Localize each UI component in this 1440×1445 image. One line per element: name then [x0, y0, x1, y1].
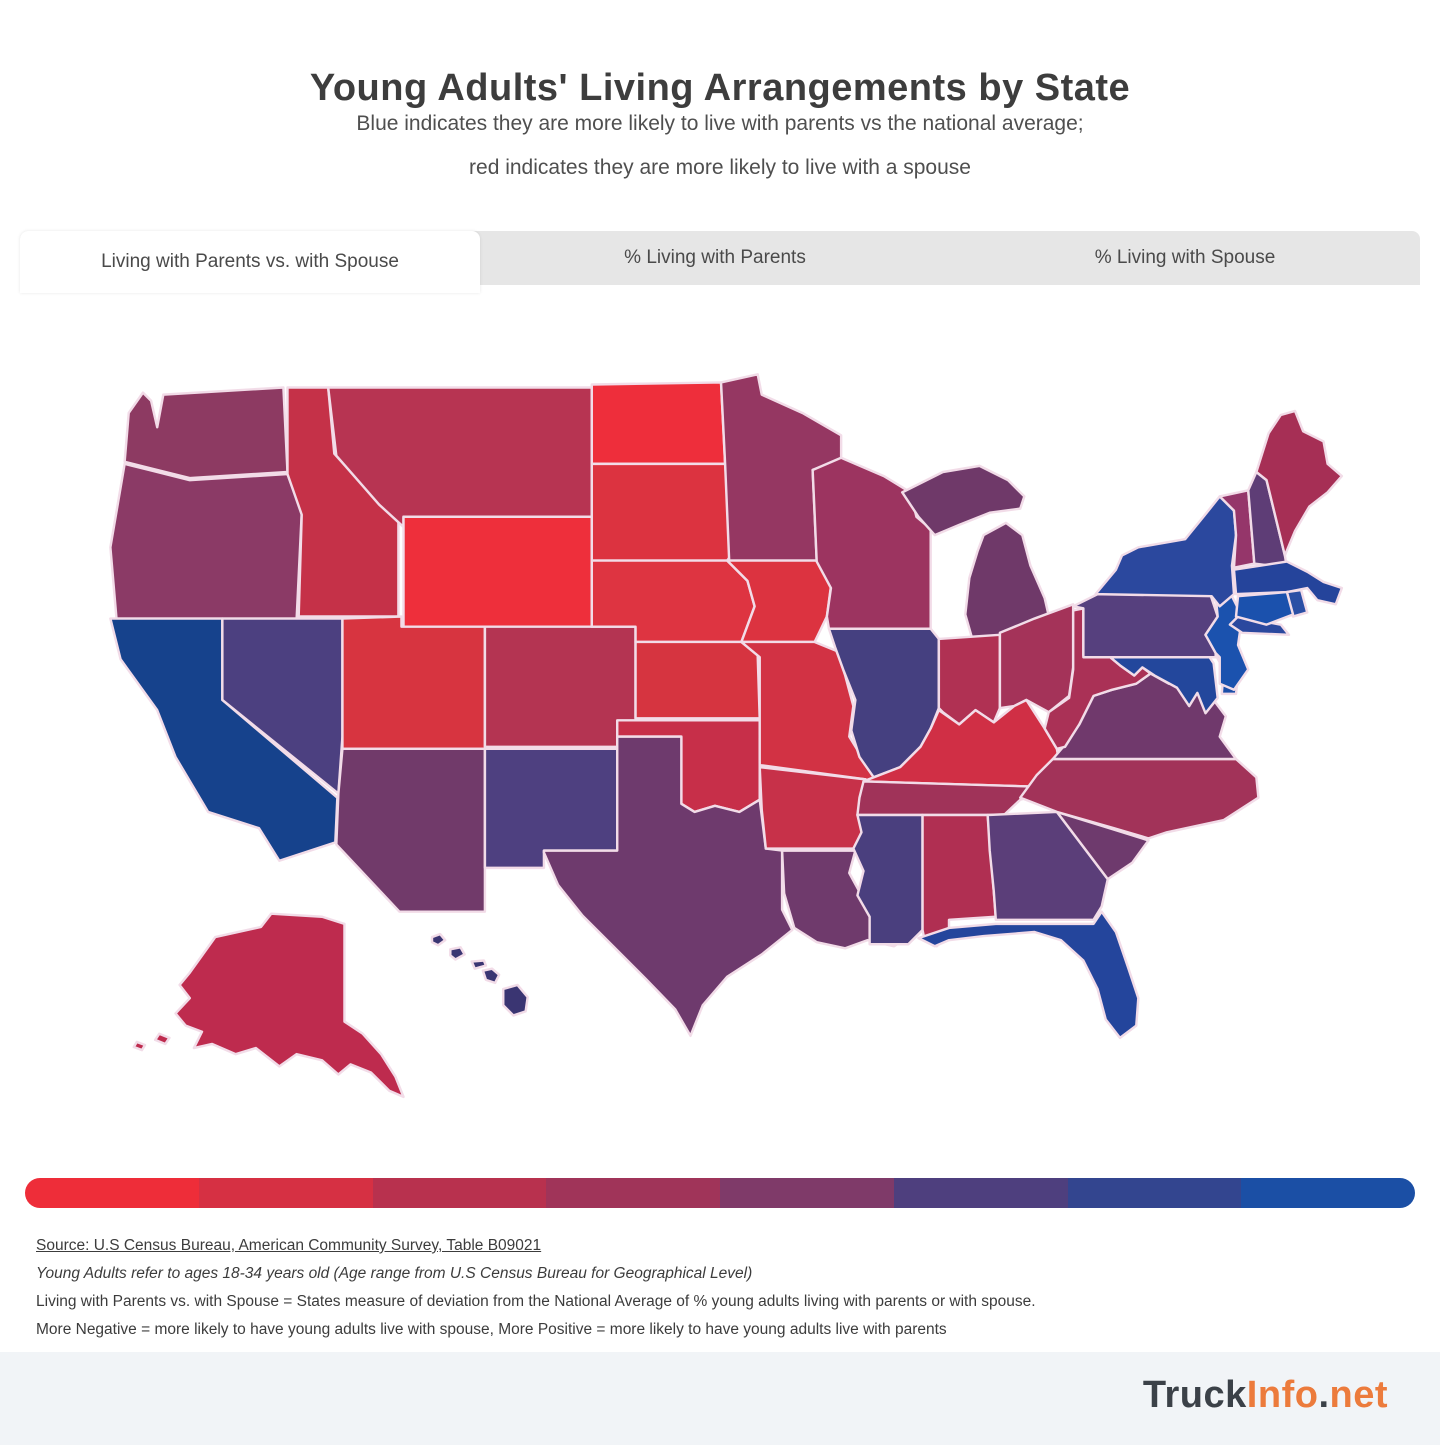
state-alaska[interactable]: Alaska: [174, 912, 405, 1099]
state-maine[interactable]: Maine: [1255, 409, 1344, 557]
source-link[interactable]: Source: U.S Census Bureau, American Comm…: [36, 1237, 542, 1254]
brand-logo-part: net: [1329, 1374, 1388, 1416]
legend-segment: [720, 1178, 894, 1208]
state-washington[interactable]: Washington: [123, 386, 289, 480]
state-colorado[interactable]: Colorado: [483, 625, 637, 749]
brand-logo-part: Info: [1246, 1374, 1319, 1416]
state-alaska-aleutian-island-1[interactable]: Alaska: [153, 1032, 171, 1046]
legend-segment: [893, 1178, 1068, 1208]
state-hawaii-oahu[interactable]: Hawaii: [449, 946, 466, 961]
brand-logo-part: .: [1318, 1374, 1330, 1416]
legend-segment: [546, 1178, 720, 1208]
state-texas[interactable]: Texas: [542, 735, 794, 1038]
subtitle-line-2: red indicates they are more likely to li…: [469, 156, 971, 179]
tab-parents-vs-spouse[interactable]: Living with Parents vs. with Spouse: [20, 231, 480, 293]
state-utah[interactable]: Utah: [341, 615, 487, 751]
state-hawaii-maui[interactable]: Hawaii: [481, 967, 501, 985]
state-north-carolina[interactable]: North Carolina: [1019, 757, 1260, 840]
tab-pct-living-with-parents[interactable]: % Living with Parents: [480, 231, 950, 285]
state-wisconsin[interactable]: Wisconsin: [811, 456, 932, 630]
state-maryland[interactable]: Maryland: [1106, 649, 1219, 715]
legend-segment: [1067, 1178, 1242, 1208]
tab-pct-living-with-spouse-label: % Living with Spouse: [1094, 247, 1276, 268]
state-south-dakota[interactable]: South Dakota: [590, 462, 741, 562]
footnote-age-range: Young Adults refer to ages 18-34 years o…: [36, 1265, 753, 1282]
footnote-measure-definition: Living with Parents vs. with Spouse = St…: [36, 1293, 1036, 1310]
state-hawaii-molokai[interactable]: Hawaii: [470, 959, 488, 970]
tab-pct-living-with-parents-label: % Living with Parents: [624, 247, 806, 268]
state-new-york[interactable]: New York: [1094, 495, 1238, 608]
color-scale-legend: [25, 1178, 1415, 1208]
us-choropleth-map: Washington Oregon California Nevada Idah…: [88, 362, 1350, 1156]
tab-pct-living-with-spouse[interactable]: % Living with Spouse: [950, 231, 1420, 285]
tab-parents-vs-spouse-label: Living with Parents vs. with Spouse: [101, 251, 399, 272]
state-kansas[interactable]: Kansas: [634, 640, 761, 720]
state-hawaii-kauai[interactable]: Hawaii: [430, 932, 447, 947]
state-michigan-upper-peninsula[interactable]: Michigan: [900, 464, 1026, 537]
state-new-york-long-island[interactable]: New York: [1228, 615, 1291, 637]
brand-logo[interactable]: TruckInfo.net: [1143, 1374, 1388, 1417]
footnotes: Source: U.S Census Bureau, American Comm…: [36, 1236, 1396, 1348]
state-indiana[interactable]: Indiana: [937, 633, 1002, 726]
footnote-sign-meaning: More Negative = more likely to have youn…: [36, 1321, 947, 1338]
state-pennsylvania[interactable]: Pennsylvania: [1071, 590, 1219, 659]
legend-segment: [25, 1178, 199, 1208]
state-hawaii-big-island[interactable]: Hawaii: [502, 983, 529, 1017]
subtitle-line-1: Blue indicates they are more likely to l…: [356, 112, 1084, 135]
brand-bar: TruckInfo.net: [0, 1352, 1440, 1445]
tab-bar: Living with Parents vs. with Spouse % Li…: [20, 231, 1420, 293]
state-florida[interactable]: Florida: [917, 910, 1140, 1040]
legend-segment: [372, 1178, 547, 1208]
state-oregon[interactable]: Oregon: [109, 462, 303, 620]
brand-logo-part: Truck: [1142, 1374, 1247, 1416]
legend-segment: [198, 1178, 373, 1208]
state-north-dakota[interactable]: North Dakota: [590, 381, 727, 466]
state-wyoming[interactable]: Wyoming: [402, 515, 594, 628]
page-title: Young Adults' Living Arrangements by Sta…: [309, 67, 1131, 110]
state-arizona[interactable]: Arizona: [335, 747, 487, 913]
state-alaska-aleutian-island-2[interactable]: Alaska: [132, 1040, 147, 1052]
state-connecticut[interactable]: Connecticut: [1234, 590, 1295, 626]
legend-segment: [1241, 1178, 1415, 1208]
